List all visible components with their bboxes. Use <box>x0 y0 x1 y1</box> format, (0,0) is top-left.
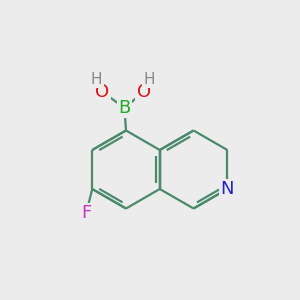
Text: O: O <box>137 82 151 100</box>
Text: F: F <box>81 204 92 222</box>
Text: O: O <box>95 82 109 100</box>
Text: B: B <box>118 99 130 117</box>
Text: H: H <box>91 72 102 87</box>
Text: N: N <box>220 180 234 198</box>
Text: H: H <box>144 72 155 87</box>
